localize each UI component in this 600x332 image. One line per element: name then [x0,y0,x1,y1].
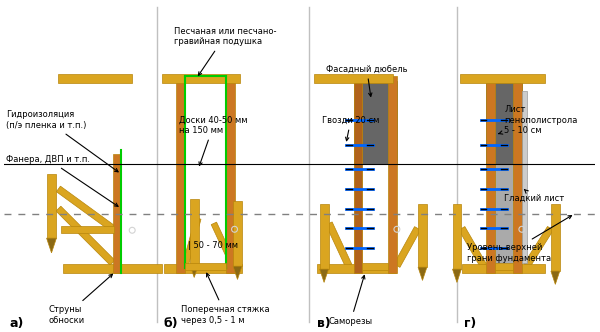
Bar [487,76,496,273]
Polygon shape [211,222,236,267]
Text: г): г) [464,317,476,330]
Bar [226,76,235,273]
Text: в): в) [317,317,331,330]
Text: Лист
пенополистрола
5 - 10 см: Лист пенополистрола 5 - 10 см [499,105,578,135]
Bar [233,201,242,266]
Polygon shape [56,186,115,231]
Bar [460,74,545,83]
Polygon shape [459,226,487,267]
Text: Гидроизоляция
(п/э пленка и т.п.): Гидроизоляция (п/э пленка и т.п.) [6,110,118,172]
Text: Саморезы: Саморезы [329,276,373,326]
Bar [353,76,362,273]
Text: б): б) [164,317,178,330]
Text: Гладкий лист: Гладкий лист [504,190,565,203]
Bar [61,226,115,233]
Polygon shape [394,227,421,267]
Bar [551,204,560,271]
Polygon shape [452,269,461,283]
Bar [513,76,522,273]
Polygon shape [190,264,199,278]
Text: | 50 - 70 мм: | 50 - 70 мм [188,240,238,250]
Bar [113,154,121,273]
Text: Поперечная стяжка
через 0,5 - 1 м: Поперечная стяжка через 0,5 - 1 м [181,273,270,325]
Bar [47,174,56,238]
Polygon shape [47,238,56,253]
Bar [418,204,427,267]
Polygon shape [418,267,427,281]
Bar [314,74,393,83]
Bar [58,74,132,83]
Polygon shape [182,218,201,267]
Bar [353,81,397,164]
Polygon shape [524,226,553,268]
Text: Фасадный дюбель: Фасадный дюбель [326,64,407,96]
Bar [317,264,396,273]
Bar [164,264,242,273]
Bar [388,76,397,273]
Bar [320,204,329,269]
Bar [452,204,461,269]
Text: Гвозди 20 см: Гвозди 20 см [322,116,379,141]
Polygon shape [320,269,329,283]
Bar [64,264,162,273]
Bar [522,91,527,263]
Bar [176,76,185,273]
Text: Песчаная или песчано-
гравийная подушка: Песчаная или песчано- гравийная подушка [173,27,276,75]
Text: Доски 40-50 мм
на 150 мм: Доски 40-50 мм на 150 мм [179,115,248,165]
Polygon shape [56,206,115,265]
Bar [362,263,388,270]
Bar [185,263,226,270]
Bar [353,76,362,273]
Bar [462,264,545,273]
Bar [162,74,241,83]
Polygon shape [233,266,242,280]
Bar [496,81,513,268]
Bar [487,81,522,164]
Polygon shape [326,222,352,267]
Text: Уровень верхней
грани фундамента: Уровень верхней грани фундамента [467,215,572,263]
Bar [190,199,199,264]
Text: Фанера, ДВП и т.п.: Фанера, ДВП и т.п. [6,155,118,207]
Text: а): а) [9,317,23,330]
Bar [496,263,513,270]
Polygon shape [551,271,560,285]
Text: Струны
обноски: Струны обноски [49,274,112,325]
